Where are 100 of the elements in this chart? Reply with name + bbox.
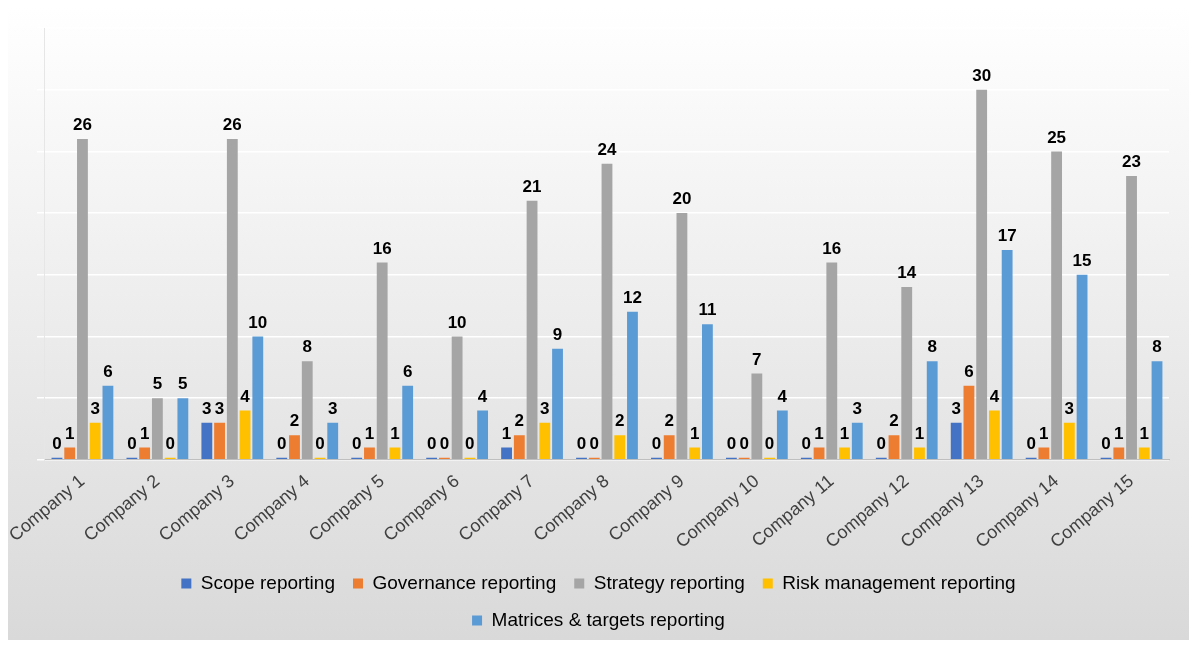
data-label: 3	[540, 399, 550, 419]
data-label: 11	[698, 300, 717, 320]
bar	[1063, 422, 1075, 460]
legend-label: Risk management reporting	[782, 571, 1016, 593]
data-label: 0	[1026, 434, 1036, 454]
data-label: 0	[651, 434, 662, 454]
bar	[751, 373, 763, 460]
data-label: 0	[726, 434, 737, 454]
bar	[327, 422, 339, 460]
data-label: 0	[165, 434, 175, 454]
data-label: 2	[889, 411, 899, 431]
data-label: 0	[801, 434, 812, 454]
bar	[501, 447, 512, 460]
data-label: 23	[1122, 152, 1141, 172]
bar	[950, 422, 962, 460]
bar	[451, 336, 463, 460]
bar	[214, 422, 225, 460]
data-label: 24	[597, 139, 617, 159]
bar	[601, 163, 613, 460]
bar	[1151, 361, 1163, 460]
bar	[1138, 447, 1150, 460]
data-label: 9	[552, 324, 563, 344]
data-label: 3	[90, 399, 100, 419]
bar	[976, 89, 988, 460]
data-label: 1	[839, 423, 850, 443]
data-label: 0	[52, 434, 62, 454]
data-label: 2	[664, 411, 674, 431]
bar	[364, 447, 375, 460]
data-label: 0	[127, 434, 137, 454]
bar	[614, 435, 626, 460]
data-label: 1	[390, 423, 400, 443]
bar	[201, 422, 213, 460]
bar	[252, 336, 264, 460]
data-label: 7	[752, 349, 762, 369]
bar	[1076, 274, 1088, 460]
data-label: 6	[402, 362, 413, 382]
data-label: 15	[1072, 250, 1092, 270]
data-label: 6	[103, 362, 113, 382]
data-label: 1	[914, 423, 925, 443]
bar	[851, 422, 863, 460]
bar	[914, 447, 925, 460]
bar	[963, 385, 975, 460]
bar	[552, 348, 563, 460]
bar	[102, 385, 114, 460]
data-label: 3	[214, 399, 225, 419]
data-label: 20	[672, 189, 692, 209]
data-label: 6	[964, 362, 974, 382]
bar	[64, 447, 76, 460]
data-label: 0	[351, 434, 362, 454]
data-label: 5	[152, 374, 163, 394]
bar	[151, 398, 163, 460]
data-label: 0	[465, 434, 475, 454]
data-label: 0	[1101, 434, 1111, 454]
data-label: 1	[64, 423, 75, 443]
data-label: 17	[997, 226, 1017, 246]
bar	[89, 422, 101, 460]
data-label: 8	[302, 337, 312, 357]
data-label: 8	[1152, 337, 1162, 357]
legend-label: Governance reporting	[372, 571, 557, 593]
bar	[139, 447, 151, 460]
data-label: 0	[277, 434, 287, 454]
bar	[289, 435, 300, 460]
bar	[663, 435, 675, 460]
data-label: 1	[689, 423, 700, 443]
bar	[926, 361, 938, 460]
data-label: 3	[327, 399, 338, 419]
bar	[676, 213, 688, 460]
bar	[988, 410, 1000, 460]
data-label: 12	[623, 287, 642, 307]
bar	[1051, 151, 1063, 460]
data-label: 16	[372, 238, 392, 258]
bar	[513, 435, 525, 460]
data-label: 0	[576, 434, 587, 454]
bar	[477, 410, 489, 460]
data-label: 4	[240, 386, 251, 406]
data-label: 2	[289, 411, 300, 431]
data-label: 2	[614, 411, 625, 431]
bar	[627, 311, 638, 460]
bar	[1113, 447, 1125, 460]
bar	[239, 410, 251, 460]
bar	[1126, 176, 1137, 460]
bar	[1038, 447, 1050, 460]
data-label: 3	[852, 399, 863, 419]
bar	[526, 200, 538, 460]
bar	[888, 435, 900, 460]
data-label: 2	[514, 411, 525, 431]
data-label: 1	[501, 423, 512, 443]
data-label: 5	[178, 374, 188, 394]
bar	[539, 422, 551, 460]
data-label: 8	[927, 337, 937, 357]
data-label: 1	[139, 423, 150, 443]
bar	[226, 139, 238, 460]
data-label: 3	[1064, 399, 1075, 419]
bar	[901, 287, 913, 460]
data-label: 4	[777, 386, 788, 406]
data-label: 25	[1047, 127, 1067, 147]
data-label: 0	[739, 434, 749, 454]
data-label: 0	[589, 434, 599, 454]
legend-label: Strategy reporting	[593, 571, 745, 593]
bar	[376, 262, 388, 460]
